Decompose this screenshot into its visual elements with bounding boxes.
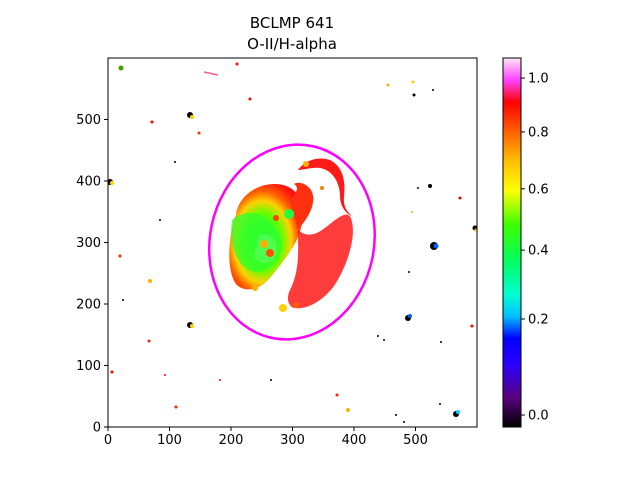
title-line-1: BCLMP 641 xyxy=(250,14,334,32)
x-axis: 0 100 200 300 400 500 xyxy=(104,427,428,448)
title-line-2: O-II/H-alpha xyxy=(247,35,337,53)
colorbar-axis: 0.0 0.2 0.4 0.6 0.8 1.0 xyxy=(521,72,549,424)
colorbar-tick-label: 0.6 xyxy=(528,182,549,197)
x-tick-label: 200 xyxy=(219,433,244,448)
galaxy-emission xyxy=(229,158,353,312)
x-tick-label: 400 xyxy=(342,433,367,448)
colorbar-tick-label: 0.4 xyxy=(528,244,549,259)
x-tick-label: 500 xyxy=(403,433,428,448)
x-tick-label: 0 xyxy=(104,433,112,448)
y-axis: 0 100 200 300 400 500 xyxy=(76,113,108,436)
y-tick-label: 100 xyxy=(76,359,101,374)
y-tick-label: 500 xyxy=(76,113,101,128)
y-tick-label: 200 xyxy=(76,298,101,313)
y-tick-label: 0 xyxy=(93,421,101,436)
y-tick-label: 400 xyxy=(76,175,101,190)
image-area xyxy=(108,58,477,427)
colorbar xyxy=(502,57,522,428)
aperture-ellipse xyxy=(207,143,377,341)
field-specks xyxy=(108,62,477,423)
colorbar-tick-label: 1.0 xyxy=(528,72,549,87)
x-tick-label: 100 xyxy=(157,433,182,448)
x-tick-label: 300 xyxy=(280,433,305,448)
colorbar-tick-label: 0.2 xyxy=(528,312,549,327)
colorbar-tick-label: 0.8 xyxy=(528,125,549,140)
colorbar-tick-label: 0.0 xyxy=(528,409,549,424)
y-tick-label: 300 xyxy=(76,236,101,251)
